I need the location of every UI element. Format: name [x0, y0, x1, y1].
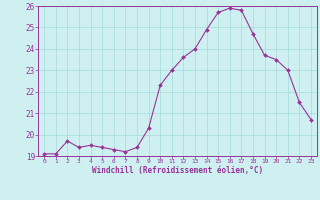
X-axis label: Windchill (Refroidissement éolien,°C): Windchill (Refroidissement éolien,°C) [92, 166, 263, 175]
